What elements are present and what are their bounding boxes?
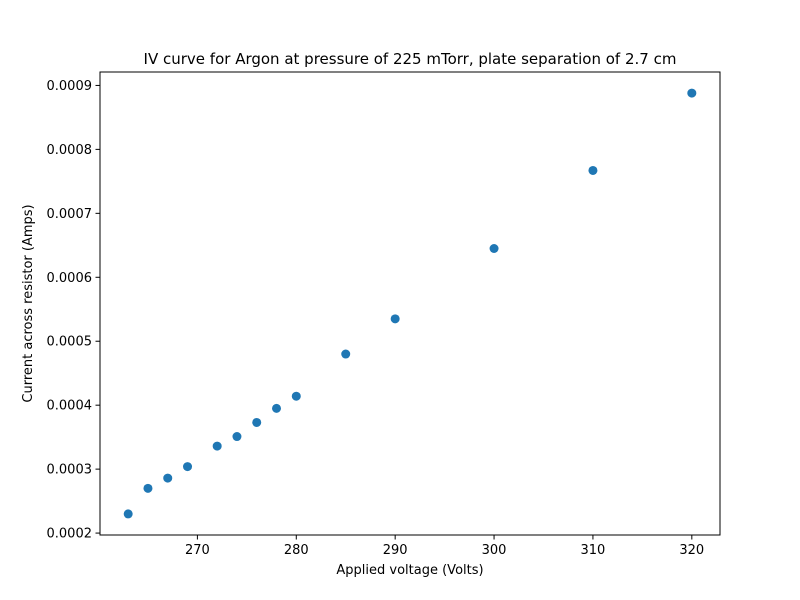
x-axis-label: Applied voltage (Volts) xyxy=(336,563,483,578)
data-point xyxy=(390,314,400,324)
data-point xyxy=(163,473,173,483)
y-tick-label: 0.0009 xyxy=(47,79,93,94)
x-axis-ticks: 270 280 290 300 310 320 xyxy=(185,535,704,558)
y-tick-label: 0.0003 xyxy=(47,463,93,478)
x-tick-label: 280 xyxy=(284,543,309,558)
x-tick-label: 310 xyxy=(581,543,606,558)
y-tick-label: 0.0008 xyxy=(47,143,93,158)
data-point xyxy=(272,403,282,413)
plot-frame xyxy=(99,71,721,536)
data-point xyxy=(232,432,242,442)
y-axis-ticks: 0.0002 0.0003 0.0004 0.0005 0.0006 0.0007 0.00… xyxy=(47,79,100,542)
y-tick-label: 0.0007 xyxy=(47,207,93,222)
data-point xyxy=(143,483,153,493)
data-point xyxy=(489,244,499,254)
data-point xyxy=(183,462,193,472)
y-tick-label: 0.0005 xyxy=(47,335,93,350)
x-tick-label: 290 xyxy=(383,543,408,558)
x-tick-label: 270 xyxy=(185,543,210,558)
x-tick-label: 320 xyxy=(679,543,704,558)
data-point xyxy=(341,349,351,359)
data-point xyxy=(588,165,598,175)
x-tick-label: 300 xyxy=(482,543,507,558)
data-point xyxy=(252,417,262,427)
data-point xyxy=(687,88,697,98)
data-point xyxy=(291,391,301,401)
y-tick-label: 0.0004 xyxy=(47,399,93,414)
y-tick-label: 0.0006 xyxy=(47,271,93,286)
y-tick-label: 0.0002 xyxy=(47,527,93,542)
data-points xyxy=(123,88,697,519)
data-point xyxy=(123,509,133,519)
data-point xyxy=(212,441,222,451)
chart-title: IV curve for Argon at pressure of 225 mT… xyxy=(144,50,677,68)
y-axis-label: Current across resistor (Amps) xyxy=(21,204,36,402)
